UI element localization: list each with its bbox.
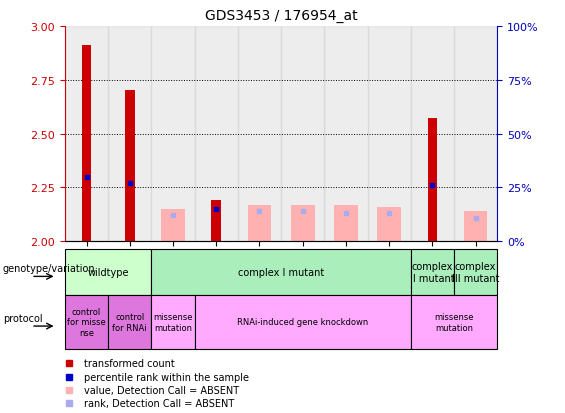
Text: complex
III mutant: complex III mutant <box>452 262 499 283</box>
Bar <box>108 27 151 242</box>
Bar <box>211 201 221 242</box>
Text: missense
mutation: missense mutation <box>434 313 473 332</box>
Bar <box>324 27 368 242</box>
Bar <box>151 250 411 295</box>
Text: missense
mutation: missense mutation <box>153 313 193 332</box>
Bar <box>281 27 324 242</box>
Bar <box>377 207 401 242</box>
Text: transformed count: transformed count <box>84 358 175 368</box>
Bar <box>334 205 358 242</box>
Title: GDS3453 / 176954_at: GDS3453 / 176954_at <box>205 9 358 23</box>
Text: genotype/variation: genotype/variation <box>3 263 95 273</box>
Bar <box>367 27 411 242</box>
Bar <box>161 209 185 242</box>
Bar <box>454 27 497 242</box>
Text: protocol: protocol <box>3 313 42 323</box>
Bar <box>82 46 92 242</box>
Bar <box>464 211 488 242</box>
Bar <box>428 119 437 242</box>
Bar <box>411 295 497 349</box>
Text: control
for RNAi: control for RNAi <box>112 313 147 332</box>
Text: rank, Detection Call = ABSENT: rank, Detection Call = ABSENT <box>84 399 234 408</box>
Bar <box>454 250 497 295</box>
Bar <box>65 295 108 349</box>
Text: complex
II mutant: complex II mutant <box>410 262 455 283</box>
Text: percentile rank within the sample: percentile rank within the sample <box>84 372 249 382</box>
Text: wildtype: wildtype <box>88 268 129 278</box>
Bar <box>411 250 454 295</box>
Text: value, Detection Call = ABSENT: value, Detection Call = ABSENT <box>84 385 240 395</box>
Bar <box>151 27 194 242</box>
Bar <box>411 27 454 242</box>
Bar <box>125 91 134 242</box>
Bar <box>65 27 108 242</box>
Bar <box>247 205 271 242</box>
Bar <box>108 295 151 349</box>
Bar <box>151 295 194 349</box>
Text: complex I mutant: complex I mutant <box>238 268 324 278</box>
Bar <box>291 205 315 242</box>
Bar <box>238 27 281 242</box>
Bar <box>194 295 411 349</box>
Text: RNAi-induced gene knockdown: RNAi-induced gene knockdown <box>237 318 368 327</box>
Text: control
for misse
nse: control for misse nse <box>67 307 106 337</box>
Bar <box>65 250 151 295</box>
Bar <box>194 27 238 242</box>
